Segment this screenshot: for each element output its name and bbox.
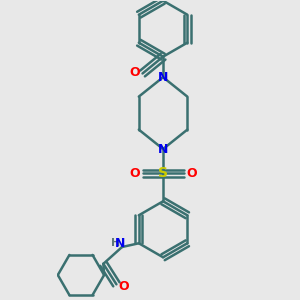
Text: N: N — [158, 142, 168, 155]
Text: O: O — [129, 66, 140, 79]
Text: H: H — [111, 238, 120, 248]
Text: N: N — [158, 71, 168, 84]
Text: O: O — [129, 167, 140, 180]
Text: O: O — [187, 167, 197, 180]
Text: S: S — [158, 166, 168, 180]
Text: O: O — [118, 280, 129, 293]
Text: N: N — [115, 237, 125, 250]
